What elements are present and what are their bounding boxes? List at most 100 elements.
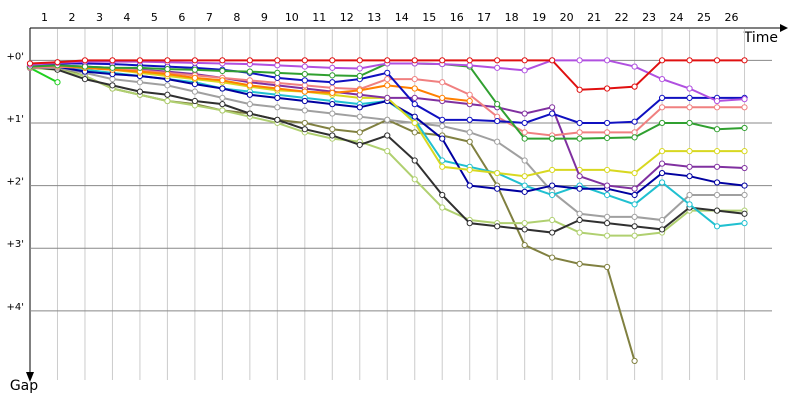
data-point [604,220,611,227]
x-tick-label: 22 [615,11,629,24]
y-tick-label: +1' [7,114,25,125]
data-point [136,64,144,71]
x-tick-label: 19 [532,11,546,24]
data-point [741,220,748,227]
data-point [494,185,501,192]
data-point [164,91,171,98]
data-point [521,119,528,127]
data-point [274,74,281,81]
x-tick-label: 15 [422,11,436,24]
data-point [549,182,556,189]
x-tick-label: 26 [725,11,739,24]
data-point [466,166,473,174]
data-point [411,129,418,136]
data-point [54,59,61,66]
data-point [631,83,638,90]
data-point [466,138,473,145]
data-point [741,124,748,132]
series-line [29,66,58,84]
data-point [631,223,638,230]
data-point [549,57,556,64]
data-point [713,97,721,105]
data-point [411,101,418,108]
data-point [631,201,638,208]
data-point [549,104,556,111]
data-point [713,163,721,170]
x-tick-label: 21 [587,11,601,24]
data-point [549,166,556,174]
data-point [713,148,721,155]
data-point [191,66,198,73]
data-point [136,88,144,95]
data-point [466,182,473,189]
data-point [246,110,253,117]
data-point [246,68,253,75]
data-point [301,97,308,105]
data-point [686,119,693,127]
data-point [356,113,363,120]
data-point [576,210,583,217]
data-point [686,104,693,111]
data-point [301,57,308,64]
data-point [411,57,418,64]
x-tick-label: 13 [367,11,381,24]
data-point [191,81,198,88]
data-point [631,129,638,136]
data-point [576,173,583,180]
data-point [466,220,473,227]
x-tick-label: 4 [123,11,130,24]
data-point [631,213,638,220]
data-point [741,104,748,111]
data-point [274,57,281,64]
data-point [713,223,721,230]
data-point [741,182,748,189]
data-point [604,213,611,220]
data-point [631,191,638,199]
y-axis-arrow [26,372,34,382]
data-point [494,101,501,108]
data-point [521,241,528,249]
data-point [658,104,666,111]
y-tick-label: +4' [7,302,25,313]
data-point [411,85,418,92]
x-tick-label: 3 [96,11,103,24]
data-point [576,260,583,267]
data-point [658,216,666,224]
data-point [329,89,336,96]
data-point [329,79,336,86]
data-point [301,77,308,84]
data-point [549,216,556,224]
data-point [191,88,198,95]
data-point [713,126,721,133]
data-point [741,164,748,172]
x-tick-label: 16 [450,11,464,24]
data-point [384,82,391,89]
data-point [219,77,226,84]
data-point [576,229,583,236]
data-point [521,173,528,180]
data-point [191,74,198,81]
data-point [301,88,308,95]
data-point [631,357,638,365]
data-point [686,191,693,199]
data-point [219,67,226,75]
data-point [384,132,391,139]
data-point [439,57,446,64]
x-tick-label: 17 [477,11,491,24]
data-point [274,94,281,101]
data-point [686,163,693,170]
data-point [136,57,144,64]
x-tick-label: 1 [41,11,48,24]
data-point [274,79,281,86]
data-point [301,70,308,78]
data-point [604,134,611,142]
data-point [246,91,253,98]
data-point [494,138,501,145]
data-point [411,157,418,164]
data-point [356,104,363,111]
data-point [384,69,391,76]
x-tick-label: 25 [697,11,711,24]
x-tick-label: 10 [285,11,299,24]
data-point [246,77,253,84]
data-point [741,210,748,217]
